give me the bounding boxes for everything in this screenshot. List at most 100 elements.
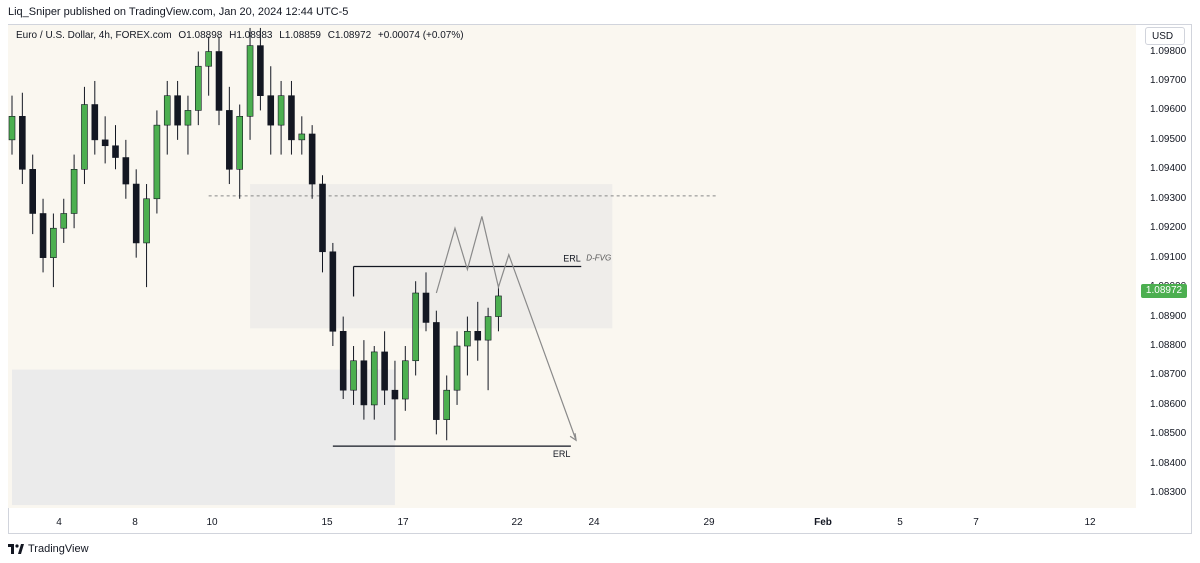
time-tick: 15 bbox=[321, 517, 333, 528]
candle-body bbox=[29, 169, 37, 214]
candle-body bbox=[184, 110, 192, 126]
candle-body bbox=[153, 124, 161, 200]
tradingview-logo-icon bbox=[8, 544, 24, 554]
symbol-legend: Euro / U.S. Dollar, 4h, FOREX.com O1.088… bbox=[16, 30, 468, 41]
demand-zone bbox=[12, 369, 395, 506]
projection-path bbox=[435, 216, 577, 441]
high-value: H1.08983 bbox=[229, 30, 273, 41]
candle-body bbox=[143, 198, 150, 244]
price-tick: 1.08900 bbox=[1150, 310, 1187, 322]
projection-layer bbox=[435, 216, 577, 442]
candle-body bbox=[401, 360, 409, 400]
candle-body bbox=[236, 115, 243, 170]
change-value: +0.00074 (+0.07%) bbox=[377, 30, 464, 41]
price-tick: 1.08800 bbox=[1150, 340, 1187, 352]
time-tick: 12 bbox=[1084, 517, 1096, 528]
price-tick: 1.09500 bbox=[1150, 133, 1187, 145]
candle-body bbox=[422, 292, 430, 323]
price-tick: 1.08300 bbox=[1150, 487, 1187, 499]
candles-layer bbox=[8, 27, 502, 441]
candle-body bbox=[381, 351, 388, 391]
candle-body bbox=[464, 330, 471, 347]
candle-body bbox=[443, 389, 451, 420]
zone-label: D-FVG bbox=[586, 254, 611, 263]
candle-body bbox=[246, 45, 254, 117]
candle-body bbox=[70, 169, 78, 214]
currency-button[interactable]: USD bbox=[1145, 27, 1185, 45]
candle-body bbox=[112, 145, 119, 158]
price-tick: 1.09700 bbox=[1150, 74, 1187, 86]
candle-body bbox=[91, 104, 99, 141]
candle-body bbox=[484, 316, 492, 341]
candle-body bbox=[50, 227, 57, 258]
time-tick: 29 bbox=[703, 517, 715, 528]
candle-body bbox=[319, 183, 326, 253]
candle-body bbox=[174, 95, 181, 126]
candle-body bbox=[39, 213, 47, 258]
price-tick: 1.09600 bbox=[1150, 104, 1187, 116]
candle-body bbox=[195, 65, 202, 111]
candle-body bbox=[298, 133, 306, 141]
erl-label: ERL bbox=[553, 449, 571, 459]
candle-body bbox=[495, 295, 502, 317]
erl-label: ERL bbox=[563, 254, 581, 264]
time-tick: 24 bbox=[588, 517, 600, 528]
candle-body bbox=[205, 51, 212, 67]
time-tick: Feb bbox=[814, 517, 832, 528]
close-value: C1.08972 bbox=[327, 30, 372, 41]
price-tick: 1.09300 bbox=[1150, 192, 1187, 204]
candle-body bbox=[360, 360, 368, 406]
candle-body bbox=[81, 104, 88, 170]
price-tick: 1.08700 bbox=[1150, 369, 1187, 381]
price-tick: 1.09400 bbox=[1150, 163, 1187, 175]
candle-body bbox=[350, 360, 357, 391]
time-tick: 22 bbox=[511, 517, 523, 528]
candle-body bbox=[122, 157, 130, 185]
projection-arrowhead bbox=[569, 433, 577, 442]
price-tick: 1.08600 bbox=[1150, 398, 1187, 410]
publisher-line: Liq_Sniper published on TradingView.com,… bbox=[8, 6, 349, 18]
fvg-zone bbox=[250, 184, 613, 329]
candle-body bbox=[339, 330, 347, 391]
time-tick: 17 bbox=[397, 517, 409, 528]
zones-layer: D-FVG bbox=[12, 184, 613, 506]
candle-body bbox=[132, 183, 140, 244]
candle-body bbox=[474, 330, 482, 341]
open-value: O1.08898 bbox=[178, 30, 223, 41]
last-price-tag: 1.08972 bbox=[1141, 284, 1187, 298]
candle-body bbox=[60, 213, 68, 229]
candle-body bbox=[370, 351, 378, 406]
tradingview-brand: TradingView bbox=[28, 543, 89, 555]
price-axis[interactable] bbox=[1136, 25, 1191, 508]
candle-body bbox=[308, 133, 316, 185]
levels-layer: ERL ERL bbox=[208, 195, 716, 459]
low-value: L1.08859 bbox=[279, 30, 321, 41]
candle-body bbox=[267, 95, 275, 126]
time-tick: 8 bbox=[132, 517, 138, 528]
price-tick: 1.08500 bbox=[1150, 428, 1187, 440]
time-tick: 7 bbox=[973, 517, 979, 528]
time-tick: 4 bbox=[56, 517, 62, 528]
candle-body bbox=[163, 95, 171, 126]
price-tick: 1.09100 bbox=[1150, 251, 1187, 263]
candle-body bbox=[226, 110, 233, 170]
candle-body bbox=[101, 139, 109, 147]
candle-body bbox=[257, 45, 264, 96]
time-tick: 10 bbox=[206, 517, 218, 528]
candle-body bbox=[215, 51, 223, 111]
symbol-name: Euro / U.S. Dollar, 4h, FOREX.com bbox=[16, 30, 172, 41]
tradingview-footer[interactable]: TradingView bbox=[8, 543, 89, 555]
candle-body bbox=[19, 115, 26, 170]
candle-body bbox=[329, 251, 337, 332]
candle-body bbox=[453, 345, 461, 391]
price-tick: 1.09800 bbox=[1150, 45, 1187, 57]
price-tick: 1.09200 bbox=[1150, 222, 1187, 234]
candle-body bbox=[412, 292, 419, 362]
time-tick: 5 bbox=[897, 517, 903, 528]
candle-body bbox=[433, 322, 440, 420]
candle-body bbox=[277, 95, 285, 126]
candle-body bbox=[391, 389, 399, 400]
candle-body bbox=[288, 95, 295, 141]
price-tick: 1.08400 bbox=[1150, 457, 1187, 469]
